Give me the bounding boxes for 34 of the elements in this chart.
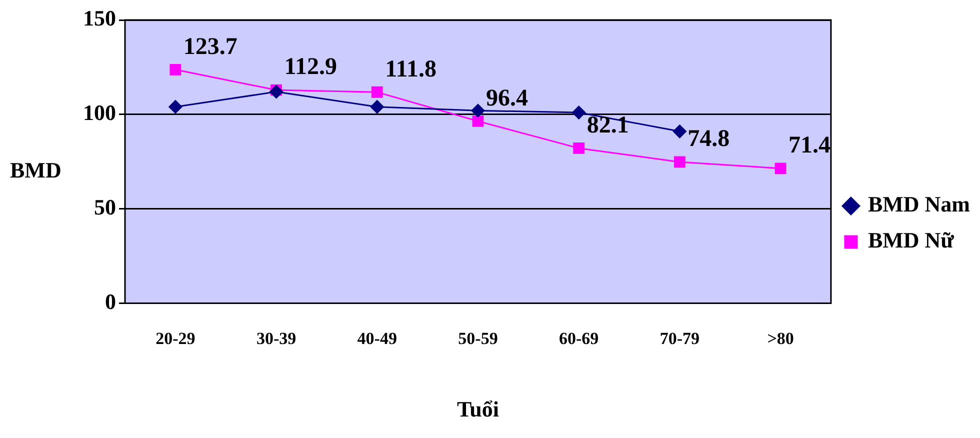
data-label: 123.7 (183, 34, 238, 60)
point (573, 142, 585, 154)
data-label: 96.4 (486, 85, 528, 112)
data-label: 74.8 (688, 126, 730, 152)
x-tick-label: 40-49 (357, 328, 397, 348)
y-tick-label: 150 (83, 6, 116, 31)
point (774, 162, 786, 174)
y-tick-label: 50 (94, 194, 116, 220)
y-tick-label: 0 (105, 288, 116, 314)
point (471, 104, 485, 118)
y-axis-title: BMD (10, 157, 62, 182)
point (472, 115, 484, 127)
point (270, 84, 284, 98)
data-label: 111.8 (385, 56, 436, 82)
data-label: 112.9 (284, 54, 337, 80)
x-tick-label: 60-69 (558, 328, 599, 348)
data-label: 71.4 (788, 132, 831, 159)
point (170, 64, 182, 76)
point (672, 124, 686, 138)
x-tick-label: 20-29 (156, 328, 196, 348)
point (168, 100, 182, 114)
data-label: 82.1 (586, 112, 629, 138)
legend-label: BMD Nam (868, 192, 970, 217)
x-tick-label: 50-59 (458, 328, 498, 348)
point (572, 106, 586, 120)
legend-label: BMD Nữ (868, 228, 955, 253)
x-axis-title: Tuổi (456, 396, 499, 422)
x-tick-label: 30-39 (256, 328, 296, 348)
y-tick-label: 100 (83, 100, 116, 126)
point (371, 86, 383, 98)
x-tick-label: 70-79 (660, 328, 700, 348)
point (370, 100, 384, 114)
point (674, 156, 686, 168)
x-tick-label: >80 (767, 328, 794, 348)
